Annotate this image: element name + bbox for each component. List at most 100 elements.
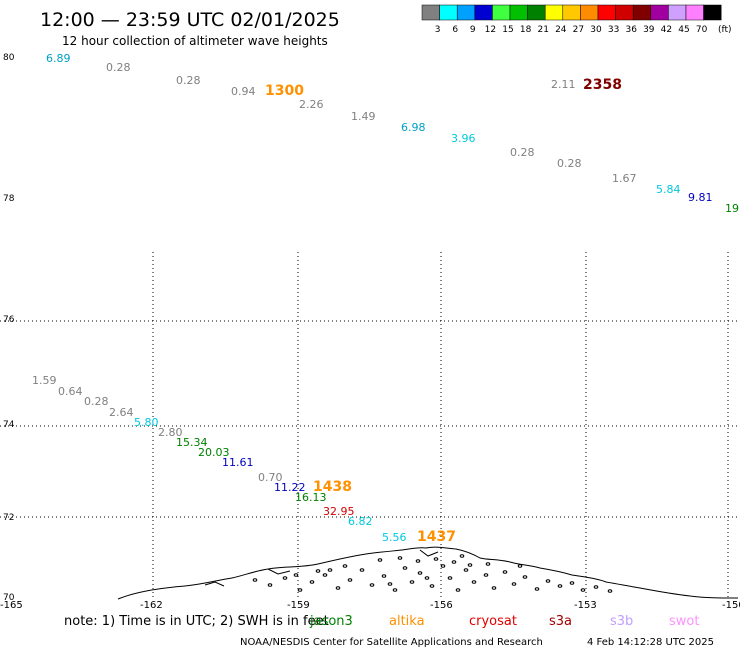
lake bbox=[491, 586, 497, 590]
swh-value: 11.22 bbox=[274, 481, 306, 494]
legend-label: 30 bbox=[590, 25, 602, 35]
lat-label: 70 bbox=[3, 593, 15, 603]
legend-swatch bbox=[492, 4, 511, 21]
lat-lon-grid bbox=[0, 252, 740, 600]
legend-label: 36 bbox=[625, 25, 637, 35]
legend-label: 70 bbox=[696, 25, 708, 35]
legend-label: 42 bbox=[661, 25, 672, 35]
lat-label: 74 bbox=[3, 420, 15, 430]
lake bbox=[381, 574, 387, 578]
wave-height-legend: 3 6 9 12 15 18 21 24 27 30 33 36 39 42 45 70 (ft) bbox=[421, 4, 732, 35]
satellite-name: altika bbox=[389, 614, 425, 629]
legend-label: 18 bbox=[520, 25, 532, 35]
legend-label: 6 bbox=[452, 25, 458, 35]
satellite-name: swot bbox=[669, 614, 699, 629]
swh-value: 5.84 bbox=[656, 183, 681, 196]
legend-swatch bbox=[632, 4, 652, 21]
lake bbox=[593, 585, 599, 589]
swh-value: 5.80 bbox=[134, 416, 159, 429]
swh-value: 2.26 bbox=[299, 98, 324, 111]
lake bbox=[569, 581, 575, 585]
swh-value: 0.28 bbox=[557, 157, 582, 170]
lake bbox=[347, 578, 353, 582]
credit-line: NOAA/NESDIS Center for Satellite Applica… bbox=[240, 637, 543, 648]
legend-swatch bbox=[685, 4, 704, 21]
lon-label: -159 bbox=[287, 600, 310, 611]
lake bbox=[467, 563, 473, 567]
lake bbox=[417, 571, 423, 575]
lake bbox=[377, 558, 383, 562]
lake bbox=[485, 562, 491, 566]
lake bbox=[502, 570, 508, 574]
legend-swatch bbox=[650, 4, 669, 21]
coastal-lakes bbox=[252, 554, 613, 593]
lake bbox=[342, 564, 348, 568]
lake bbox=[282, 576, 288, 580]
legend-label: 15 bbox=[502, 25, 513, 35]
lon-label: -150 bbox=[722, 600, 740, 611]
lon-label: -165 bbox=[0, 600, 23, 611]
legend-label: 27 bbox=[573, 25, 584, 35]
pass-time: 1437 bbox=[417, 529, 456, 545]
satellite-name: s3b bbox=[610, 614, 633, 629]
lake bbox=[315, 569, 321, 573]
lake bbox=[451, 560, 457, 564]
swh-value: 5.56 bbox=[382, 531, 407, 544]
legend-swatch bbox=[456, 4, 476, 21]
generated-time: 4 Feb 14:12:28 UTC 2025 bbox=[587, 637, 714, 648]
lake bbox=[557, 584, 563, 588]
lake bbox=[459, 554, 465, 558]
wave-height-observations: 6.89 0.28 0.28 0.94 2.26 1.49 6.98 3.96 0.28 0.28… bbox=[32, 52, 740, 544]
lake bbox=[387, 582, 393, 586]
legend-label: 12 bbox=[485, 25, 496, 35]
swh-value: 3.96 bbox=[451, 132, 476, 145]
lake bbox=[415, 559, 421, 563]
legend-label: 45 bbox=[678, 25, 689, 35]
satellite-name: jason3 bbox=[309, 614, 353, 629]
lake bbox=[447, 576, 453, 580]
lake bbox=[327, 568, 333, 572]
lake bbox=[359, 568, 365, 572]
lon-label: -153 bbox=[574, 600, 597, 611]
lake bbox=[463, 568, 469, 572]
legend-swatch bbox=[580, 4, 599, 21]
swh-value: 2.64 bbox=[109, 406, 134, 419]
lon-label: -156 bbox=[430, 600, 453, 611]
swh-value: 0.28 bbox=[106, 61, 131, 74]
lat-label: 78 bbox=[3, 194, 15, 204]
swh-value: 11.61 bbox=[222, 456, 254, 469]
lake bbox=[522, 575, 528, 579]
lake bbox=[545, 579, 551, 583]
swh-value: 32.95 bbox=[323, 505, 355, 518]
lake bbox=[433, 557, 439, 561]
legend-swatch bbox=[421, 4, 440, 21]
swh-value: 6.89 bbox=[46, 52, 71, 65]
alaska-coastline bbox=[117, 546, 739, 600]
swh-value: 0.64 bbox=[58, 385, 83, 398]
legend-label: 9 bbox=[470, 25, 476, 35]
swh-value: 0.70 bbox=[258, 471, 283, 484]
lake bbox=[580, 588, 586, 592]
lake bbox=[309, 580, 315, 584]
lake bbox=[392, 588, 398, 592]
legend-swatch bbox=[703, 4, 722, 21]
swh-value: 0.28 bbox=[176, 74, 201, 87]
lake bbox=[252, 578, 258, 582]
lake bbox=[517, 564, 523, 568]
swh-value: 6.82 bbox=[348, 515, 373, 528]
legend-swatch bbox=[544, 4, 564, 21]
swh-value: 1.49 bbox=[351, 110, 376, 123]
legend-swatch bbox=[597, 4, 616, 21]
swh-value: 2.11 bbox=[551, 78, 576, 91]
pass-time-labels: 1300 2358 1438 1437 bbox=[265, 77, 622, 545]
lake bbox=[322, 573, 328, 577]
legend-swatch bbox=[509, 4, 528, 21]
swh-value: 0.94 bbox=[231, 85, 256, 98]
map-title: 12:00 — 23:59 UTC 02/01/2025 bbox=[40, 9, 340, 31]
legend-label: 21 bbox=[537, 25, 548, 35]
lake bbox=[424, 576, 430, 580]
lake bbox=[409, 580, 415, 584]
lon-label: -162 bbox=[140, 600, 163, 611]
legend-swatch bbox=[562, 4, 581, 21]
swh-value: 9.81 bbox=[688, 191, 713, 204]
